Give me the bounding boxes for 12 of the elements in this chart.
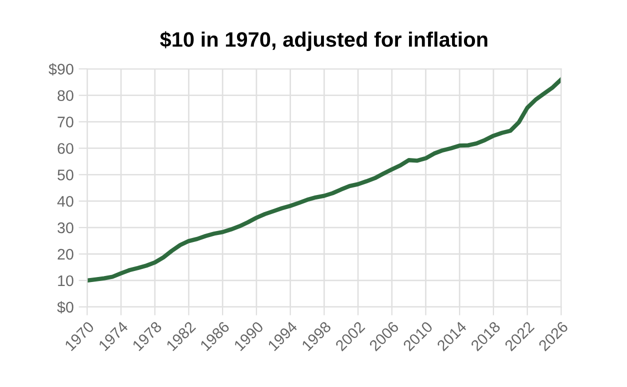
y-tick-label: 10 <box>58 275 74 286</box>
y-tick-label: 50 <box>58 170 74 180</box>
y-tick-label: 20 <box>58 248 74 260</box>
y-tick-label: $90 <box>48 63 74 76</box>
y-tick-label: 30 <box>58 222 74 234</box>
y-tick-label: 60 <box>58 143 74 154</box>
y-tick-label: 40 <box>57 196 74 207</box>
y-tick-label: 80 <box>58 90 74 102</box>
y-tick-label: $0 <box>57 301 74 314</box>
chart-title: $10 in 1970, adjusted for inflation <box>160 31 488 51</box>
y-tick-label: 70 <box>58 116 74 128</box>
line-series <box>87 77 562 283</box>
